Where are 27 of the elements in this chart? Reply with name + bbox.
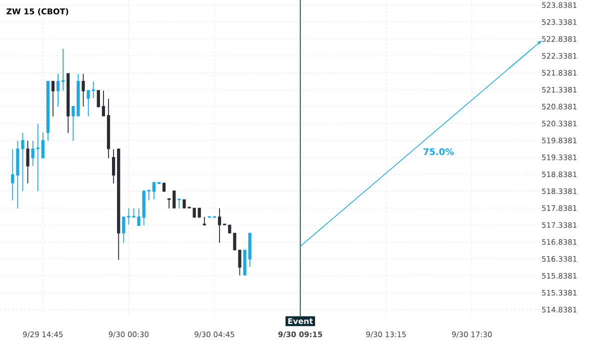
annotation: 75.0% <box>424 148 454 156</box>
candlestick <box>21 132 24 192</box>
candlestick <box>92 81 95 99</box>
candlestick <box>31 140 34 166</box>
candlestick <box>11 148 14 201</box>
candlestick <box>168 198 171 209</box>
candlestick <box>82 73 85 108</box>
candlestick <box>233 232 236 251</box>
candlestick <box>198 208 201 218</box>
candlestick <box>178 198 181 209</box>
candlestick <box>26 140 30 184</box>
candlestick <box>62 48 65 92</box>
candlestick <box>96 90 100 108</box>
candlestick <box>122 216 126 244</box>
candlestick <box>86 90 90 117</box>
candlestick <box>218 208 222 244</box>
candlestick <box>51 80 55 117</box>
candlestick <box>36 123 40 192</box>
candlestick <box>72 106 75 142</box>
candlestick <box>56 73 60 108</box>
candlestick <box>238 250 242 276</box>
candlestick <box>102 90 106 116</box>
candlestick <box>152 182 156 200</box>
candlestick <box>41 132 44 159</box>
candlestick <box>112 148 116 184</box>
candlestick <box>147 190 150 201</box>
candlestick <box>172 190 176 209</box>
